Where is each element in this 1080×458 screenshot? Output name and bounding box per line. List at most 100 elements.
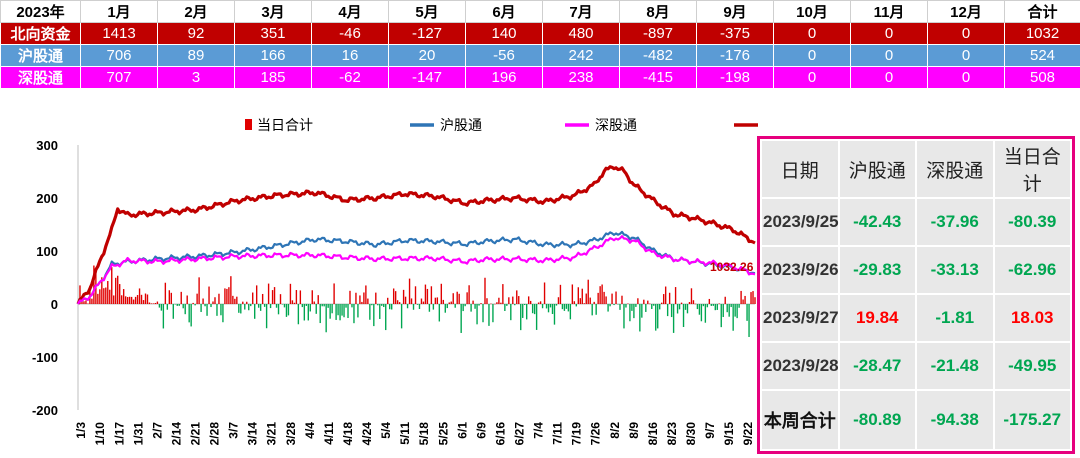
x-tick-label: 8/9 [627, 422, 641, 439]
daily-flow-bar [307, 304, 309, 321]
daily-flow-bar [297, 304, 300, 325]
daily-flow-bar [422, 301, 425, 304]
monthly-year-label: 2023年 [0, 0, 81, 23]
daily-flow-bar [410, 298, 413, 304]
legend-label: 当日合计 [257, 117, 313, 133]
daily-flow-bar [244, 304, 246, 310]
daily-flow-bar [694, 303, 697, 305]
series-line-sz [77, 235, 756, 305]
monthly-header-cell: 5月 [388, 0, 466, 23]
daily-flow-bar [514, 304, 516, 306]
daily-flow-bar [283, 304, 286, 308]
daily-flow-bar [252, 292, 254, 304]
daily-flow-bar [494, 303, 496, 305]
daily-flow-bar [635, 304, 637, 307]
daily-flow-bar [740, 290, 742, 304]
daily-flow-bar [224, 288, 226, 304]
monthly-header-cell: 3月 [234, 0, 312, 23]
daily-flow-bar [136, 295, 139, 304]
daily-flow-bar [688, 302, 691, 304]
daily-flow-bar [259, 304, 262, 311]
daily-flow-bar [551, 304, 554, 314]
daily-flow-bar [406, 304, 409, 309]
y-tick-label: 200 [36, 191, 58, 206]
monthly-header-cell: 12月 [927, 0, 1005, 23]
daily-flow-bar [351, 304, 353, 308]
x-tick-label: 4/4 [303, 422, 317, 439]
monthly-value-cell: 89 [157, 44, 235, 67]
daily-flow-bar [619, 304, 621, 310]
daily-flow-bar [101, 277, 103, 304]
daily-flow-bar [87, 303, 89, 304]
monthly-header-cell: 合计 [1004, 0, 1080, 23]
daily-flow-bar [672, 304, 675, 333]
daily-flow-bar [690, 288, 693, 304]
daily-flow-bar [128, 296, 131, 304]
daily-flow-bar [381, 304, 383, 306]
daily-flow-bar [680, 302, 683, 304]
daily-flow-bar [313, 301, 315, 304]
legend-label: 深股通 [595, 117, 637, 133]
daily-flow-bar [581, 288, 583, 304]
monthly-value-cell: -375 [696, 22, 774, 45]
daily-flow-bar [706, 304, 709, 308]
daily-flow-bar [214, 297, 216, 304]
daily-flow-bar [117, 275, 119, 304]
daily-flow-bar [158, 304, 161, 308]
x-tick-label: 9/22 [741, 422, 755, 446]
daily-flow-bar [333, 283, 335, 304]
daily-flow-bar [599, 286, 601, 304]
daily-flow-bar [152, 303, 155, 304]
daily-flow-bar [692, 300, 695, 304]
monthly-value-cell: -897 [619, 22, 697, 45]
daily-flow-bar [639, 304, 641, 332]
daily-flow-bar [359, 295, 361, 304]
weekly-date-cell: 2023/9/25 [762, 199, 839, 245]
x-tick-label: 7/26 [589, 422, 603, 446]
daily-flow-bar [605, 296, 607, 304]
weekly-date-cell: 2023/9/27 [762, 294, 839, 341]
daily-flow-bar [390, 304, 393, 310]
daily-flow-bar [414, 286, 417, 304]
daily-flow-bar [309, 304, 311, 312]
monthly-value-cell: 707 [80, 66, 158, 89]
monthly-value-cell: 166 [234, 44, 312, 67]
daily-flow-bar [255, 285, 258, 304]
daily-flow-bar [377, 304, 379, 306]
daily-flow-bar [140, 294, 143, 304]
daily-flow-bar [442, 299, 444, 304]
daily-flow-bar [500, 302, 502, 304]
monthly-value-cell: 92 [157, 22, 235, 45]
daily-flow-bar [426, 288, 429, 304]
daily-flow-bar [527, 296, 530, 304]
daily-flow-bar [716, 304, 718, 310]
daily-flow-bar [633, 304, 635, 319]
daily-flow-bar [228, 287, 230, 304]
daily-flow-bar [190, 304, 192, 327]
daily-flow-bar [440, 283, 443, 304]
daily-flow-bar [321, 304, 323, 307]
daily-flow-bar [676, 304, 679, 314]
monthly-value-cell: 20 [388, 44, 466, 67]
weekly-summary-sz: -94.38 [917, 390, 993, 449]
daily-flow-bar [424, 284, 427, 304]
daily-flow-bar [714, 304, 716, 311]
y-tick-label: 100 [36, 244, 58, 259]
daily-flow-bar [178, 304, 180, 306]
series-line-north [76, 165, 756, 305]
daily-flow-bar [537, 302, 540, 304]
daily-flow-bar [577, 287, 579, 304]
x-tick-label: 8/2 [608, 422, 622, 439]
daily-flow-bar [97, 293, 99, 304]
weekly-date-cell: 2023/9/26 [762, 246, 839, 293]
daily-flow-bar [502, 284, 504, 304]
x-tick-label: 5/18 [417, 422, 431, 446]
daily-flow-bar [472, 300, 474, 304]
daily-flow-bar [273, 287, 276, 304]
daily-flow-bar [392, 288, 395, 304]
daily-flow-bar [263, 304, 266, 307]
x-tick-label: 3/7 [227, 422, 241, 439]
monthly-row-label: 深股通 [0, 66, 81, 89]
daily-flow-bar [347, 304, 349, 319]
daily-flow-bar [329, 304, 331, 319]
